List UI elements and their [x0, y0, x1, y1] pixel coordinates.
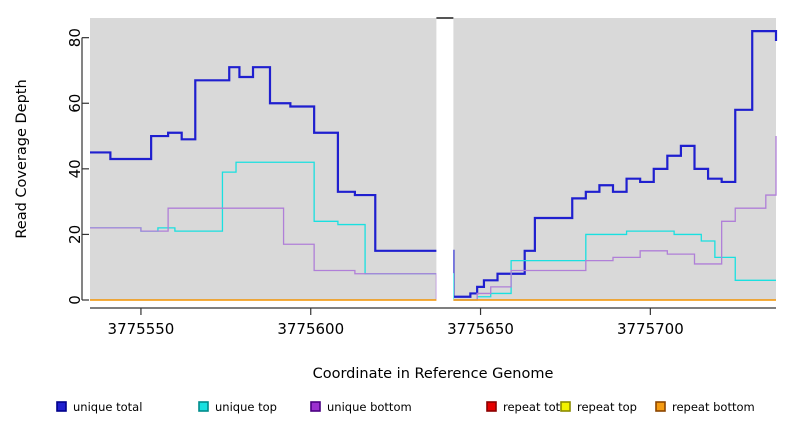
tick-labels: 0 20 40 60 80 3775550 3775600 3775650 3775700 [66, 28, 684, 338]
y-tick-label-40: 40 [66, 159, 84, 178]
legend-label-unique-total: unique total [73, 400, 142, 414]
legend-item-repeat-bottom[interactable]: repeat bottom [655, 400, 755, 414]
coordinate-break-gap [436, 18, 454, 303]
legend-swatch-repeat-total [486, 401, 497, 412]
legend-item-repeat-total[interactable]: repeat total [486, 400, 570, 414]
y-axis-title: Read Coverage Depth [14, 79, 30, 238]
legend-swatch-unique-total [56, 401, 67, 412]
plot-panel-background [90, 18, 776, 300]
series-layer [90, 30, 778, 301]
legend-swatch-repeat-bottom [655, 401, 666, 412]
series-line-unique-total [90, 30, 778, 298]
coordinate-break-marker [436, 17, 454, 19]
legend-item-unique-top[interactable]: unique top [198, 400, 277, 414]
legend-label-repeat-top: repeat top [577, 400, 637, 414]
y-tick-label-60: 60 [66, 94, 84, 113]
x-axis-title: Coordinate in Reference Genome [313, 366, 554, 382]
axes-layer [81, 37, 776, 315]
legend-label-repeat-total: repeat total [503, 400, 570, 414]
series-line-unique-bottom [90, 136, 777, 301]
legend-label-repeat-bottom: repeat bottom [672, 400, 755, 414]
legend-swatch-repeat-top [560, 401, 571, 412]
x-tick-label-3775700: 3775700 [617, 320, 684, 338]
x-tick-label-3775600: 3775600 [277, 320, 344, 338]
legend-swatch-unique-top [198, 401, 209, 412]
x-tick-label-3775550: 3775550 [108, 320, 175, 338]
x-tick-label-3775650: 3775650 [447, 320, 514, 338]
legend-swatch-unique-bottom [310, 401, 321, 412]
legend-item-unique-total[interactable]: unique total [56, 400, 142, 414]
legend-item-repeat-top[interactable]: repeat top [560, 400, 637, 414]
legend-label-unique-top: unique top [215, 400, 277, 414]
legend: unique total unique top unique bottom repea… [56, 400, 755, 414]
y-tick-label-20: 20 [66, 225, 84, 244]
y-tick-label-0: 0 [66, 295, 84, 305]
y-tick-label-80: 80 [66, 28, 84, 47]
legend-label-unique-bottom: unique bottom [327, 400, 412, 414]
legend-item-unique-bottom[interactable]: unique bottom [310, 400, 412, 414]
